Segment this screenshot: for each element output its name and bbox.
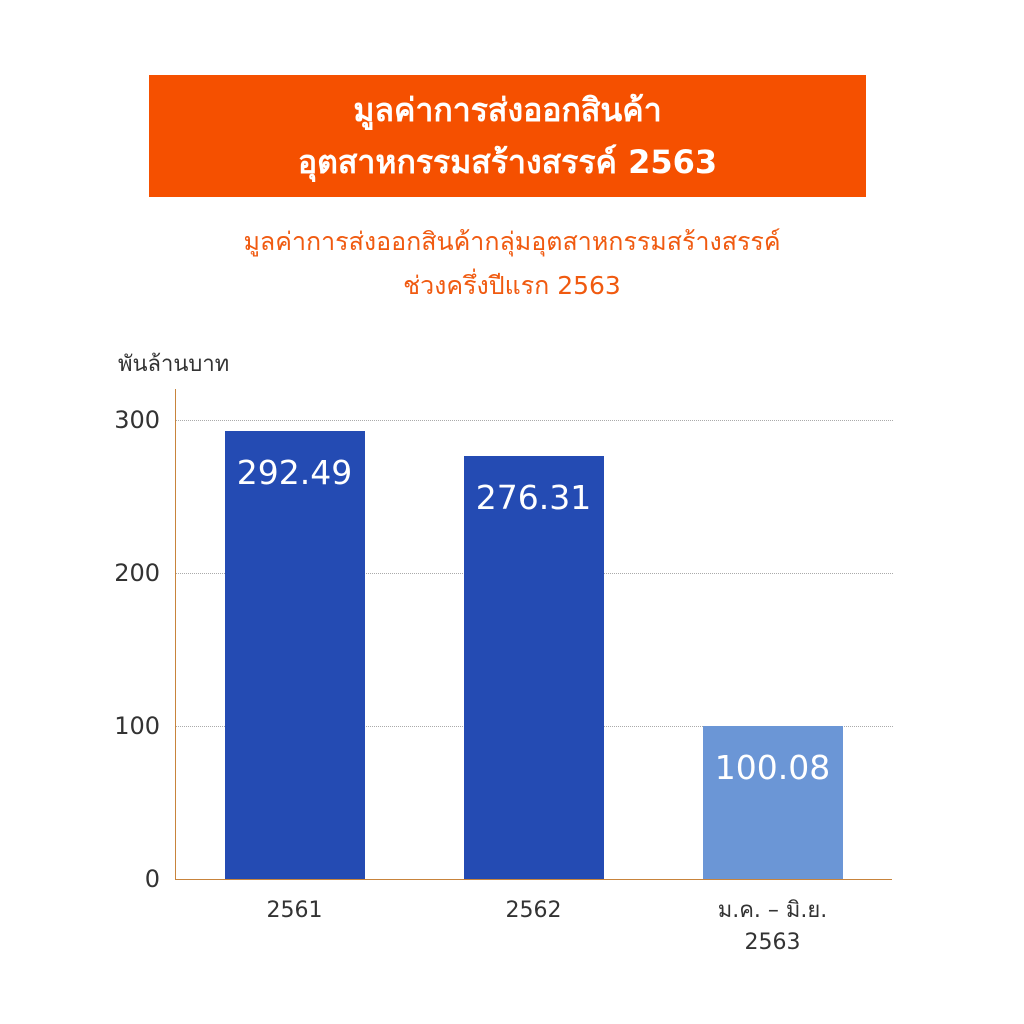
y-tick-label: 0 <box>144 865 160 893</box>
subtitle-line: มูลค่าการส่งออกสินค้ากลุ่มอุตสาหกรรมสร้า… <box>243 227 781 256</box>
grid-line <box>176 419 893 421</box>
y-tick-label: 100 <box>114 711 160 740</box>
bar <box>224 431 365 879</box>
bar <box>702 725 843 879</box>
y-axis-label: พันล้านบาท <box>118 352 230 377</box>
value-label: 100.08 <box>714 747 831 787</box>
y-axis <box>175 389 176 879</box>
y-tick-label: 200 <box>114 558 160 587</box>
subtitle-line: ช่วงครึ่งปีแรก 2563 <box>403 271 621 300</box>
subtitle: มูลค่าการส่งออกสินค้ากลุ่มอุตสาหกรรมสร้า… <box>100 220 924 308</box>
value-label: 276.31 <box>475 477 592 517</box>
title-box: มูลค่าการส่งออกสินค้า อุตสาหกรรมสร้างสรร… <box>149 75 866 197</box>
y-tick-label: 300 <box>114 405 160 434</box>
value-label: 292.49 <box>236 453 353 493</box>
title-line: มูลค่าการส่งออกสินค้า <box>353 91 662 129</box>
title-line: อุตสาหกรรมสร้างสรรค์ 2563 <box>297 143 718 181</box>
x-tick-label: 2562 <box>505 898 562 923</box>
x-tick-label: 2561 <box>266 898 323 923</box>
bar <box>463 455 604 879</box>
x-tick-label: ม.ค. – มิ.ย. 2563 <box>717 898 828 955</box>
x-axis <box>175 879 892 880</box>
